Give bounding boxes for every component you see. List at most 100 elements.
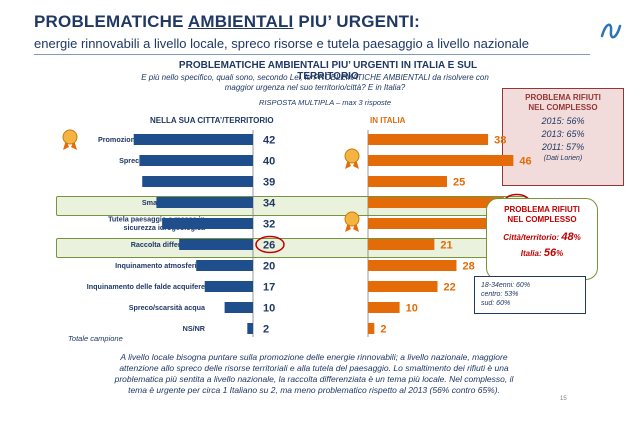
rifiuti-trend-source: (Dati Lorien) [543, 155, 583, 162]
category-label: Inquinamento delle falde acquifere [87, 282, 205, 291]
highlight-circle [255, 235, 285, 254]
category-label: NS/NR [183, 324, 206, 333]
italy-value-label: 22 [444, 282, 456, 294]
italy-value-label: 21 [440, 240, 452, 252]
rifiuti-trend-row: 2011: 57% [541, 142, 585, 152]
italy-bar [368, 176, 447, 187]
italy-bar [368, 218, 514, 229]
medal-ribbon [71, 140, 77, 150]
medal-ribbon [353, 159, 359, 169]
rifiuti-trend-row: 2015: 56% [541, 116, 585, 126]
rifiuti-trend-title-line: PROBLEMA RIFIUTI [525, 93, 601, 102]
italy-bar [368, 281, 438, 292]
medal-ribbon [345, 222, 351, 232]
footer-line: problematica più sentita a livello nazio… [114, 374, 514, 384]
header-local: NELLA SUA CITTA’/TERRITORIO [150, 116, 274, 125]
rifiuti-summary-box: PROBLEMA RIFIUTI NEL COMPLESSO Città/ter… [486, 198, 598, 280]
local-value-label: 34 [263, 198, 276, 210]
italy-bar [368, 155, 514, 166]
italy-value-label: 46 [519, 156, 531, 168]
footer-line: tema è urgente per circa 1 Italiano su 2… [128, 385, 500, 395]
italy-bar [368, 239, 435, 250]
rifiuti-summary-title-line: PROBLEMA RIFIUTI [504, 205, 580, 214]
rifiuti-trend-title-line: NEL COMPLESSO [528, 103, 598, 112]
medal-ribbon [63, 140, 69, 150]
footer-line: A livello locale bisogna puntare sulla p… [120, 352, 508, 362]
medal-ribbon [345, 159, 351, 169]
city-pct: % [573, 233, 581, 242]
rifiuti-summary-italy: Italia: 56% [487, 247, 597, 259]
category-label: Raccolta differenziata [131, 240, 206, 249]
rifiuti-trend-row: 2013: 65% [541, 129, 585, 139]
local-value-label: 40 [263, 156, 275, 168]
local-value-label: 26 [263, 240, 275, 252]
segment-box: 18-34enni: 60% centro: 53% sud: 60% [474, 276, 586, 314]
local-value-label: 39 [263, 177, 275, 189]
italy-value-label: 38 [494, 135, 506, 147]
page-subtitle: energie rinnovabili a livello locale, sp… [34, 36, 530, 51]
italy-value-label: 28 [462, 261, 474, 273]
medal-icon [62, 129, 78, 145]
local-value-label: 20 [263, 261, 275, 273]
italy-value-label: 25 [453, 177, 465, 189]
local-value-label: 2 [263, 324, 269, 336]
local-bar [162, 218, 253, 229]
local-bar [247, 323, 253, 334]
italy-pct: % [556, 249, 564, 258]
multiple-answer-note: RISPOSTA MULTIPLA – max 3 risposte [258, 98, 392, 107]
medal-icon [344, 148, 360, 164]
local-bar [142, 176, 253, 187]
italy-bar [368, 323, 375, 334]
page-number: 15 [560, 396, 567, 402]
local-bar [156, 197, 253, 208]
italy-value-label: 10 [406, 303, 418, 315]
footer-comment: A livello locale bisogna puntare sulla p… [64, 352, 564, 396]
italy-bar [368, 302, 400, 313]
title-part3: PIU’ URGENTI: [298, 12, 421, 31]
sample-note: Totale campione [68, 334, 123, 343]
city-label: Città/territorio: [503, 233, 562, 242]
local-value-label: 42 [263, 135, 275, 147]
local-bar [179, 239, 253, 250]
local-bar [133, 134, 253, 145]
category-label: Inquinamento atmosferico [115, 261, 205, 270]
rifiuti-summary-title-line: NEL COMPLESSO [507, 215, 577, 224]
page-title: PROBLEMATICHE AMBIENTALI PIU’ URGENTI: [34, 12, 420, 32]
local-value-label: 32 [263, 219, 275, 231]
rifiuti-summary-city: Città/territorio: 48% [487, 231, 597, 243]
local-bar [139, 155, 253, 166]
segment-line: centro: 53% [481, 291, 519, 298]
medal-ribbon [353, 222, 359, 232]
footer-line: attenzione allo spreco delle risorse ter… [119, 363, 509, 373]
rifiuti-trend-box: PROBLEMA RIFIUTI NEL COMPLESSO 2015: 56%… [502, 88, 624, 186]
local-value-label: 17 [263, 282, 275, 294]
italy-value: 56 [543, 247, 557, 259]
local-bar [204, 281, 253, 292]
italy-bar [368, 134, 489, 145]
segment-line: sud: 60% [481, 300, 511, 307]
title-part1: PROBLEMATICHE [34, 12, 184, 31]
segment-line: 18-34enni: 60% [481, 282, 531, 289]
category-label: Tutela paesaggio e messa in [108, 215, 205, 224]
question-line: maggior urgenza nel suo territorio/città… [224, 83, 406, 92]
title-part2: AMBIENTALI [187, 12, 294, 31]
italy-value-label: 2 [380, 324, 386, 336]
italy-bar [368, 260, 457, 271]
local-value-label: 10 [263, 303, 275, 315]
section-title: PROBLEMATICHE AMBIENTALI PIU’ URGENTI IN… [178, 60, 478, 82]
rifiuti-trend-title: PROBLEMA RIFIUTI NEL COMPLESSO [503, 93, 623, 113]
question-line: E più nello specifico, quali sono, secon… [141, 73, 489, 82]
italy-label: Italia: [520, 249, 544, 258]
category-label: Spreco/scarsità acqua [129, 303, 206, 312]
medal-icon [344, 211, 360, 227]
rifiuti-summary-title: PROBLEMA RIFIUTI NEL COMPLESSO [487, 205, 597, 225]
question-text: E più nello specifico, quali sono, secon… [120, 73, 510, 93]
local-bar [196, 260, 253, 271]
italy-bar [368, 197, 504, 208]
header-italy: IN ITALIA [370, 116, 406, 125]
city-value: 48 [561, 231, 574, 243]
local-bar [224, 302, 253, 313]
title-divider [34, 54, 590, 55]
logo-icon [600, 23, 622, 39]
